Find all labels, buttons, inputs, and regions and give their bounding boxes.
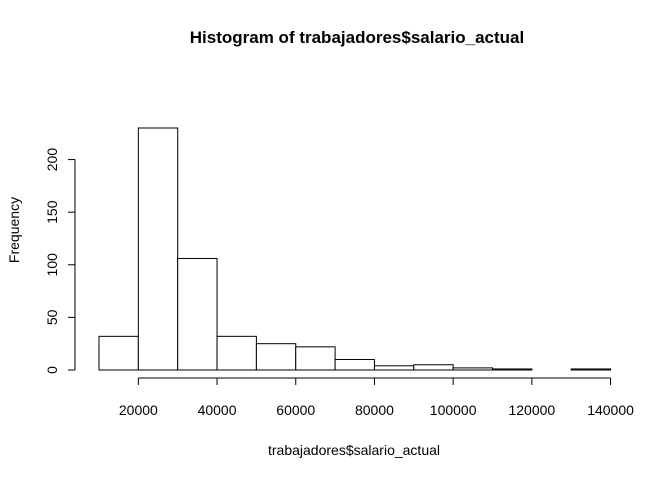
y-tick-label-50: 50 [44, 309, 60, 325]
chart-title: Histogram of trabajadores$salario_actual [189, 28, 525, 47]
y-tick-label-100: 100 [44, 253, 60, 277]
x-axis-label: trabajadores$salario_actual [268, 442, 440, 458]
histogram-bar-11 [492, 368, 533, 371]
histogram-bar-8 [373, 365, 415, 371]
x-tick-label-100000: 100000 [430, 402, 477, 418]
x-tick-label-60000: 60000 [276, 402, 315, 418]
bars-group [98, 127, 612, 371]
histogram-bar-4 [216, 335, 257, 371]
histogram-bar-9 [413, 364, 454, 371]
y-axis: 0 50 100 150 200 [44, 148, 76, 374]
y-tick-label-0: 0 [44, 366, 60, 374]
histogram-bar-7 [334, 358, 375, 371]
x-tick-label-80000: 80000 [355, 402, 394, 418]
histogram-bar-6 [295, 346, 336, 371]
histogram-bar-13 [570, 368, 612, 371]
histogram-bar-1 [98, 335, 139, 371]
histogram-bar-10 [452, 367, 493, 371]
histogram-bar-2 [137, 127, 179, 371]
x-tick-label-20000: 20000 [119, 402, 158, 418]
histogram-bar-5 [255, 343, 297, 371]
histogram-bar-3 [177, 257, 218, 371]
y-axis-label: Frequency [6, 196, 22, 264]
y-tick-label-150: 150 [44, 200, 60, 224]
y-tick-label-200: 200 [44, 148, 60, 172]
x-tick-label-140000: 140000 [587, 402, 634, 418]
x-axis: 20000 40000 60000 80000 100000 120000 140000 [119, 377, 634, 418]
x-tick-label-120000: 120000 [508, 402, 555, 418]
x-tick-label-40000: 40000 [198, 402, 237, 418]
